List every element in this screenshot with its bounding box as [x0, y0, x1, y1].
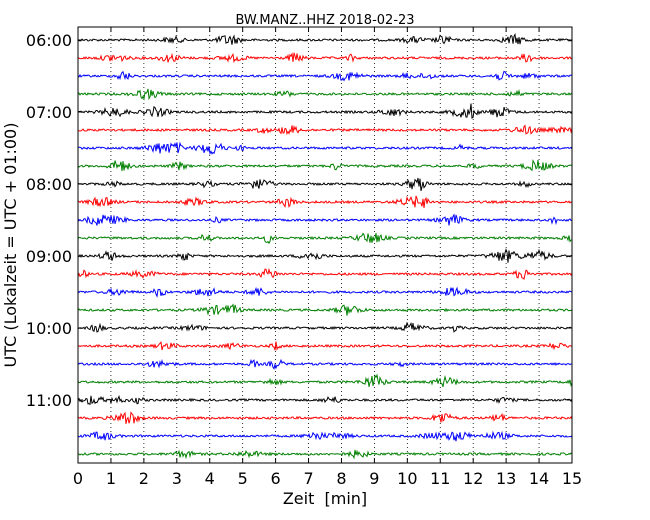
trace-3 [77, 88, 573, 101]
y-tick-label: 11:00 [26, 391, 72, 410]
y-tick-label: 08:00 [26, 175, 72, 194]
trace-20 [77, 394, 573, 406]
x-tick-label: 6 [271, 469, 281, 488]
x-tick-label: 7 [303, 469, 313, 488]
trace-16 [77, 322, 573, 333]
trace-11 [77, 232, 573, 245]
trace-0 [77, 32, 573, 45]
trace-17 [77, 341, 573, 351]
x-tick-label: 10 [397, 469, 417, 488]
trace-15 [77, 303, 573, 316]
trace-2 [77, 70, 573, 82]
trace-10 [77, 213, 573, 226]
trace-23 [77, 449, 573, 460]
trace-5 [77, 124, 573, 136]
y-tick-label: 10:00 [26, 319, 72, 338]
trace-9 [77, 195, 573, 209]
trace-7 [77, 159, 573, 172]
trace-4 [77, 103, 573, 119]
trace-14 [77, 286, 573, 298]
traces [77, 32, 573, 460]
trace-18 [77, 358, 573, 370]
trace-13 [77, 267, 573, 280]
x-tick-label: 5 [238, 469, 248, 488]
trace-19 [77, 373, 573, 388]
y-tick-label: 09:00 [26, 247, 72, 266]
trace-22 [77, 430, 573, 442]
y-tick-label: 06:00 [26, 31, 72, 50]
x-tick-label: 1 [106, 469, 116, 488]
x-tick-label: 4 [205, 469, 215, 488]
plot-frame [77, 26, 573, 464]
trace-8 [77, 177, 573, 192]
x-tick-label: 2 [139, 469, 149, 488]
x-tick-label: 0 [73, 469, 83, 488]
x-axis-title: Zeit [min] [283, 489, 367, 508]
chart-title: BW.MANZ..HHZ 2018-02-23 [235, 13, 414, 28]
x-tick-label: 12 [463, 469, 483, 488]
y-tick-label: 07:00 [26, 103, 72, 122]
trace-21 [77, 411, 573, 424]
x-tick-label: 13 [496, 469, 516, 488]
x-axis: 0 1 2 3 4 5 6 7 8 9 10 11 12 13 14 15 [73, 27, 582, 488]
x-tick-label: 11 [430, 469, 450, 488]
y-axis: 06:00 07:00 08:00 09:00 10:00 11:00 [26, 31, 572, 410]
x-tick-label: 9 [369, 469, 379, 488]
trace-12 [77, 248, 573, 263]
x-tick-label: 14 [529, 469, 549, 488]
x-tick-label: 3 [172, 469, 182, 488]
y-axis-title: UTC (Lokalzeit = UTC + 01:00) [1, 123, 20, 368]
trace-1 [77, 52, 573, 64]
grid-lines [110, 27, 540, 463]
x-tick-label: 15 [562, 469, 582, 488]
x-tick-label: 8 [336, 469, 346, 488]
trace-6 [77, 141, 573, 156]
